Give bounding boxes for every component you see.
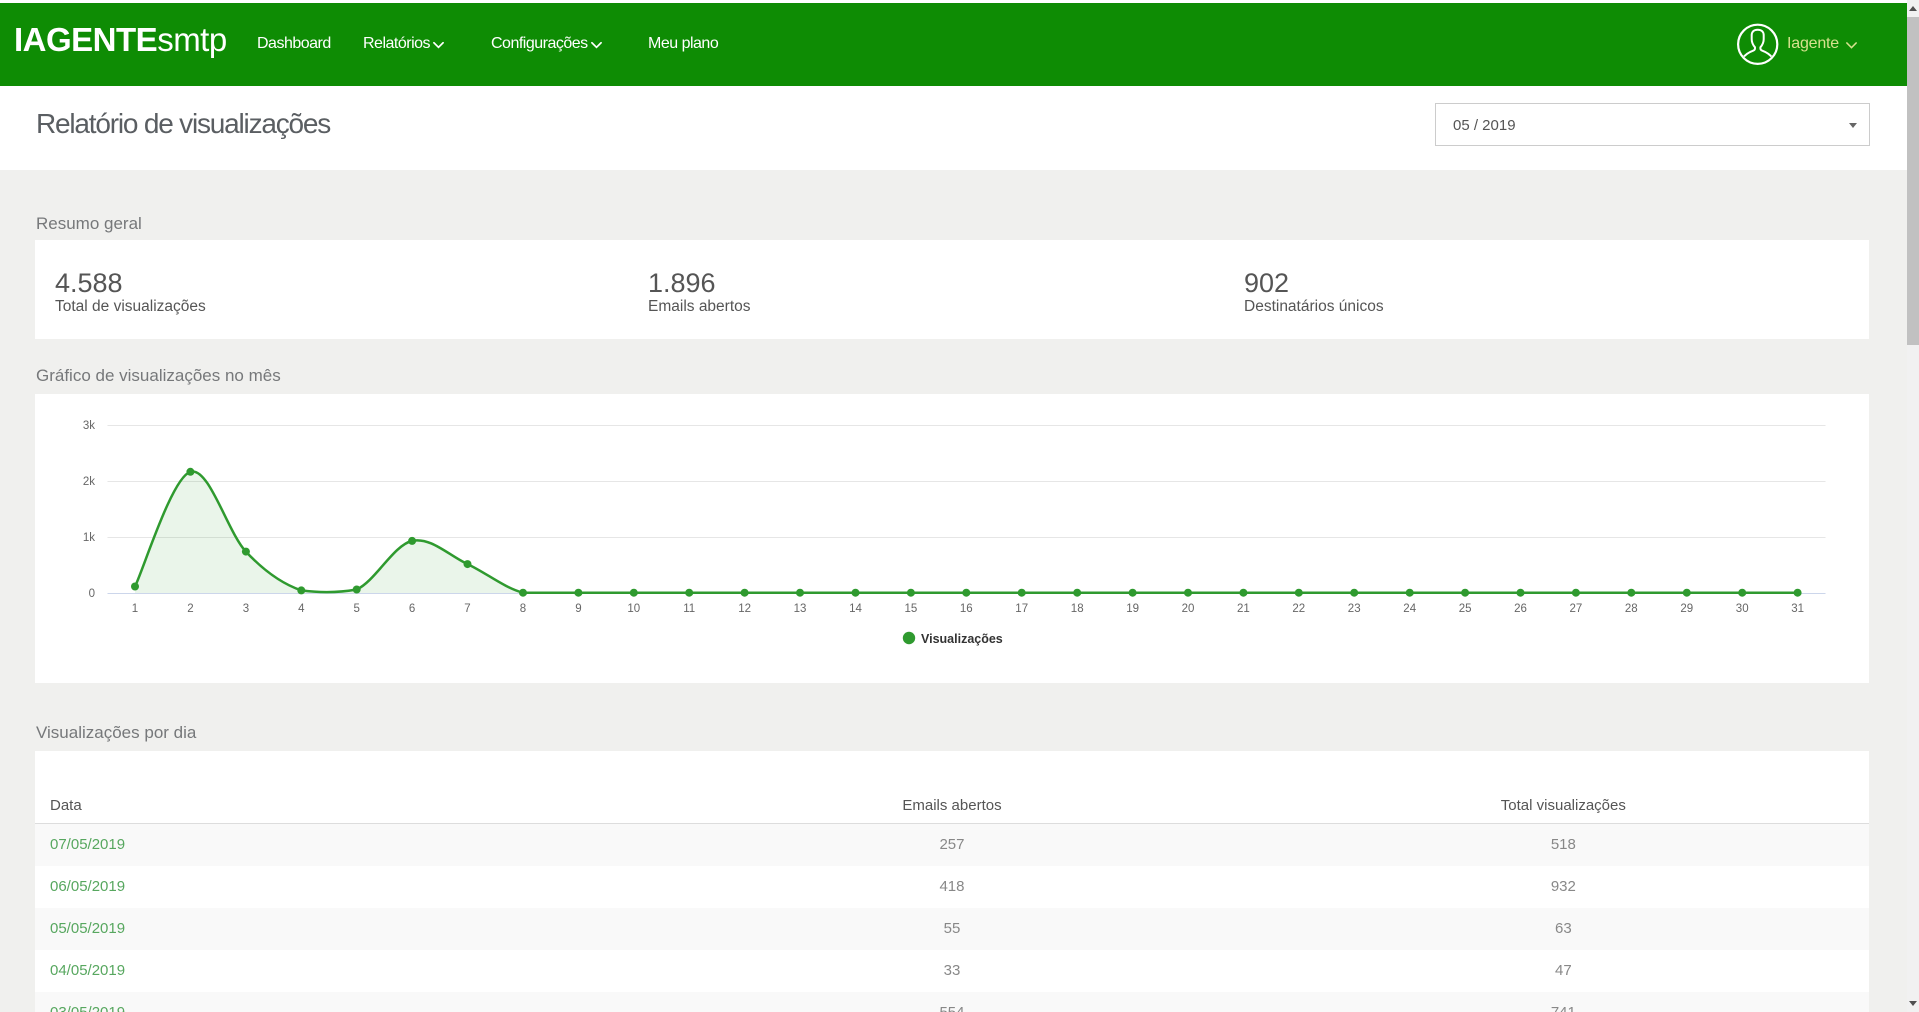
svg-text:14: 14 xyxy=(849,603,862,615)
svg-text:1: 1 xyxy=(132,603,138,615)
svg-text:10: 10 xyxy=(627,603,640,615)
svg-text:12: 12 xyxy=(738,603,751,615)
svg-text:2: 2 xyxy=(187,603,193,615)
svg-text:24: 24 xyxy=(1403,603,1416,615)
svg-text:2k: 2k xyxy=(83,476,95,488)
svg-text:22: 22 xyxy=(1292,603,1305,615)
svg-text:16: 16 xyxy=(960,603,973,615)
svg-text:18: 18 xyxy=(1071,603,1084,615)
svg-text:1k: 1k xyxy=(83,532,95,544)
svg-text:8: 8 xyxy=(520,603,526,615)
svg-text:25: 25 xyxy=(1459,603,1472,615)
svg-text:Visualizações: Visualizações xyxy=(921,632,1003,646)
svg-text:29: 29 xyxy=(1680,603,1693,615)
svg-text:11: 11 xyxy=(683,603,695,615)
svg-text:5: 5 xyxy=(353,603,359,615)
svg-text:19: 19 xyxy=(1126,603,1139,615)
svg-text:30: 30 xyxy=(1736,603,1749,615)
svg-text:26: 26 xyxy=(1514,603,1527,615)
svg-text:15: 15 xyxy=(905,603,918,615)
svg-text:17: 17 xyxy=(1015,603,1028,615)
svg-text:23: 23 xyxy=(1348,603,1361,615)
svg-text:21: 21 xyxy=(1237,603,1250,615)
svg-text:9: 9 xyxy=(575,603,581,615)
svg-text:3k: 3k xyxy=(83,420,95,432)
svg-text:4: 4 xyxy=(298,603,305,615)
svg-text:13: 13 xyxy=(794,603,807,615)
svg-text:3: 3 xyxy=(243,603,249,615)
svg-text:0: 0 xyxy=(89,588,95,600)
svg-text:28: 28 xyxy=(1625,603,1638,615)
svg-text:27: 27 xyxy=(1570,603,1583,615)
svg-text:31: 31 xyxy=(1791,603,1804,615)
svg-text:7: 7 xyxy=(464,603,470,615)
svg-text:20: 20 xyxy=(1182,603,1195,615)
svg-text:6: 6 xyxy=(409,603,415,615)
